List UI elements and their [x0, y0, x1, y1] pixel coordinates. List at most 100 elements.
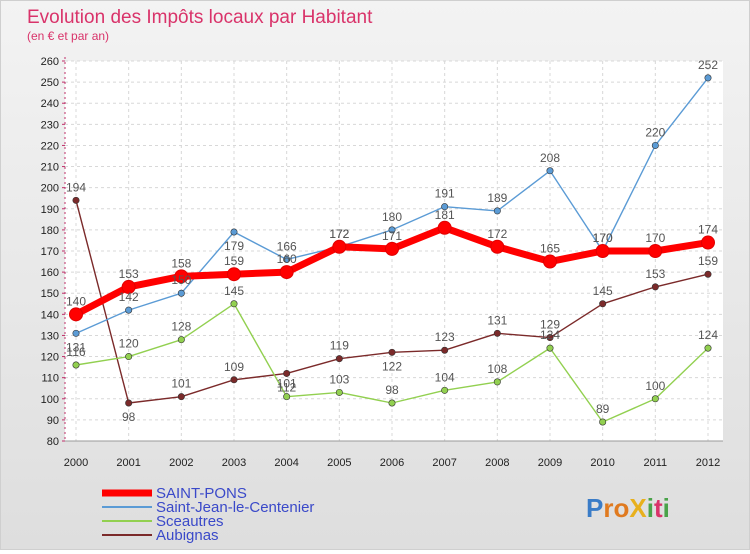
data-label: 153: [645, 267, 665, 281]
data-point: [230, 376, 238, 384]
data-label: 181: [435, 208, 455, 222]
data-label: 142: [119, 290, 139, 304]
data-label: 124: [698, 328, 718, 342]
x-tick-label: 2001: [116, 457, 140, 469]
series-lines: [69, 74, 715, 426]
x-tick-label: 2002: [169, 457, 193, 469]
data-point: [69, 307, 83, 322]
y-tick-label: 170: [41, 246, 59, 258]
data-label: 220: [645, 125, 665, 139]
data-label: 101: [171, 377, 191, 391]
data-point: [283, 255, 291, 263]
data-point: [648, 244, 663, 258]
data-point: [599, 300, 607, 308]
legend-label: Sceautres: [156, 513, 224, 530]
y-tick-label: 220: [41, 140, 59, 152]
data-label: 131: [66, 340, 86, 354]
data-point: [704, 74, 712, 82]
data-point: [441, 386, 449, 394]
y-tick-label: 260: [41, 56, 59, 68]
data-point: [599, 418, 607, 426]
data-point: [125, 353, 133, 361]
x-tick-label: 2012: [696, 457, 720, 469]
data-point: [651, 283, 659, 291]
data-point: [177, 336, 185, 344]
data-label: 165: [540, 242, 560, 256]
data-point: [704, 344, 712, 352]
data-labels: 194 98 101 109 112 119 122 123 131 129 145 153 159 11…: [66, 58, 718, 424]
data-point: [279, 265, 294, 280]
data-label: 159: [698, 254, 718, 268]
data-label: 252: [698, 58, 718, 72]
data-label: 89: [596, 402, 610, 416]
data-label: 172: [329, 227, 349, 241]
x-tick-label: 2011: [644, 457, 668, 469]
data-point: [283, 369, 291, 377]
y-tick-label: 240: [41, 98, 59, 110]
chart-title: Evolution des Impôts locaux par Habitant: [27, 7, 373, 28]
data-label: 174: [698, 223, 718, 237]
data-point: [335, 388, 343, 396]
data-point: [441, 346, 449, 354]
data-point: [72, 361, 80, 369]
data-label: 208: [540, 151, 560, 165]
data-point: [490, 239, 505, 254]
data-point: [72, 329, 80, 337]
data-label: 145: [224, 284, 244, 298]
data-label: 109: [224, 360, 244, 374]
data-point: [177, 289, 185, 297]
logo-text: ProXiti: [586, 493, 670, 523]
x-tick-label: 2005: [327, 457, 351, 469]
data-label: 194: [66, 180, 86, 194]
y-tick-label: 110: [41, 373, 59, 385]
data-label: 124: [540, 328, 560, 342]
data-point: [335, 355, 343, 363]
y-tick-label: 250: [41, 77, 59, 89]
data-point: [177, 393, 185, 401]
data-point: [230, 300, 238, 308]
data-point: [72, 196, 80, 204]
x-tick-label: 2010: [590, 457, 614, 469]
data-label: 129: [540, 318, 560, 332]
data-label: 120: [119, 337, 139, 351]
y-tick-label: 100: [41, 394, 59, 406]
data-label: 123: [435, 330, 455, 344]
data-point: [388, 399, 396, 407]
data-label: 98: [385, 383, 399, 397]
axes: 8090100110120130140150160170180190200210…: [41, 56, 723, 469]
data-point: [546, 334, 554, 342]
data-label: 108: [487, 362, 507, 376]
data-label: 150: [171, 273, 191, 287]
data-point: [437, 220, 452, 235]
x-tick-label: 2000: [64, 457, 88, 469]
x-tick-label: 2004: [274, 457, 298, 469]
data-label: 112: [277, 380, 296, 394]
data-label: 101: [277, 377, 297, 391]
data-label: 171: [382, 229, 402, 243]
x-tick-label: 2008: [485, 457, 509, 469]
data-label: 116: [66, 345, 85, 359]
data-point: [595, 244, 610, 258]
data-point: [701, 235, 715, 250]
legend: SAINT-PONSSaint-Jean-le-CentenierSceautr…: [102, 485, 314, 544]
y-tick-label: 80: [47, 436, 59, 448]
data-label: 172: [487, 227, 507, 241]
data-point: [121, 279, 136, 294]
data-label: 140: [66, 294, 86, 308]
legend-label: Aubignas: [156, 527, 219, 544]
data-label: 160: [277, 252, 297, 266]
legend-label: Saint-Jean-le-Centenier: [156, 499, 314, 516]
data-point: [227, 267, 241, 282]
y-tick-label: 120: [41, 352, 59, 364]
x-tick-label: 2006: [380, 457, 404, 469]
data-label: 189: [487, 191, 507, 205]
y-tick-label: 90: [47, 415, 59, 427]
data-label: 153: [119, 267, 139, 281]
data-label: 170: [645, 231, 665, 245]
data-label: 191: [435, 187, 455, 201]
data-point: [125, 399, 133, 407]
data-label: 145: [593, 284, 613, 298]
data-point: [546, 167, 554, 175]
